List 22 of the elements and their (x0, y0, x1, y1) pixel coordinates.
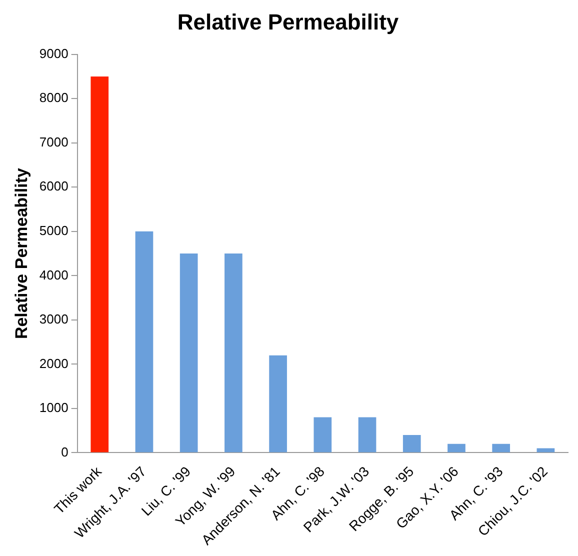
y-tick-label: 8000 (39, 90, 68, 106)
bar (492, 444, 510, 452)
bar (402, 434, 421, 452)
y-tick-label: 0 (61, 444, 68, 460)
y-axis-title: Relative Permeability (12, 167, 31, 340)
y-tick-label: 4000 (39, 267, 68, 282)
y-tick-label: 6000 (39, 178, 68, 194)
bar (448, 444, 466, 452)
bar (224, 254, 242, 452)
bar (90, 76, 109, 452)
bar (269, 355, 287, 452)
y-tick-label: 3000 (39, 312, 68, 327)
y-tick-label: 9000 (39, 46, 68, 61)
y-tick-label: 1000 (39, 400, 68, 416)
bar (358, 417, 376, 452)
y-tick-label: 7000 (39, 134, 68, 150)
bar (314, 417, 332, 452)
chart-title: Relative Permeability (177, 9, 400, 34)
y-tick-label: 2000 (39, 356, 68, 371)
y-tick-label: 5000 (39, 222, 68, 238)
bar (135, 231, 154, 452)
bar (180, 254, 198, 452)
